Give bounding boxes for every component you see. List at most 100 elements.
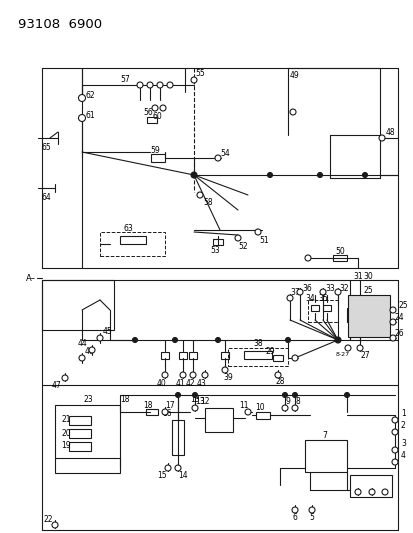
Circle shape [254, 229, 260, 235]
Circle shape [52, 522, 58, 528]
Circle shape [389, 307, 395, 313]
Text: 20: 20 [61, 429, 71, 438]
Text: 63: 63 [123, 223, 133, 232]
Circle shape [159, 105, 166, 111]
Bar [204, 408, 233, 432]
Circle shape [180, 372, 185, 378]
Bar [100, 232, 165, 256]
Circle shape [166, 82, 173, 88]
Circle shape [319, 289, 325, 295]
Text: 38: 38 [253, 340, 262, 349]
Text: 9: 9 [285, 398, 290, 407]
Text: 51: 51 [259, 236, 268, 245]
Circle shape [267, 173, 272, 177]
Text: 4: 4 [400, 451, 405, 461]
Circle shape [175, 465, 180, 471]
Bar [69, 429, 91, 438]
Text: 45: 45 [103, 327, 113, 336]
Text: 13: 13 [195, 398, 204, 407]
Circle shape [308, 507, 314, 513]
Text: 14: 14 [178, 471, 188, 480]
Text: 36: 36 [301, 284, 311, 293]
Circle shape [175, 392, 180, 398]
Bar [161, 351, 169, 359]
Circle shape [152, 105, 158, 111]
Circle shape [192, 392, 197, 398]
Bar [304, 440, 346, 472]
Text: 52: 52 [237, 241, 247, 251]
Circle shape [296, 289, 302, 295]
Text: 57: 57 [120, 75, 130, 84]
Text: 17: 17 [165, 401, 174, 410]
Text: 13: 13 [190, 395, 199, 405]
Text: 53: 53 [210, 246, 219, 254]
Bar [356, 308, 362, 322]
Circle shape [389, 319, 395, 325]
Bar [151, 154, 165, 162]
Bar [147, 117, 157, 123]
Circle shape [391, 447, 397, 453]
Text: 54: 54 [220, 149, 229, 157]
Text: 65: 65 [41, 142, 51, 151]
Text: 35: 35 [317, 294, 327, 303]
Bar [255, 411, 269, 418]
Text: 58: 58 [203, 198, 212, 206]
Text: A–: A– [26, 273, 36, 282]
Circle shape [391, 459, 397, 465]
Text: 25: 25 [362, 286, 372, 295]
Circle shape [391, 429, 397, 435]
Text: 6: 6 [292, 513, 297, 522]
Circle shape [391, 417, 397, 423]
Text: 50: 50 [334, 246, 344, 255]
Circle shape [344, 392, 349, 398]
Text: 23: 23 [83, 395, 93, 405]
Bar [272, 355, 282, 361]
Bar [310, 305, 318, 311]
Bar [42, 280, 114, 330]
Bar [120, 236, 146, 244]
Text: 25: 25 [398, 301, 408, 310]
Text: 39: 39 [223, 374, 232, 383]
Text: 40: 40 [157, 378, 166, 387]
Bar [332, 255, 346, 261]
Circle shape [282, 392, 287, 398]
Text: 10: 10 [254, 403, 264, 413]
Circle shape [78, 115, 85, 122]
Text: 46: 46 [85, 348, 95, 357]
Circle shape [192, 405, 197, 411]
Text: 37: 37 [290, 287, 299, 296]
Bar [307, 300, 337, 322]
Circle shape [381, 489, 387, 495]
Circle shape [389, 335, 395, 341]
Bar [347, 295, 389, 337]
Circle shape [317, 173, 322, 177]
Text: 44: 44 [78, 338, 88, 348]
Circle shape [235, 235, 240, 241]
Text: 56: 56 [143, 108, 152, 117]
Bar [69, 441, 91, 450]
Text: 42: 42 [185, 378, 195, 387]
Circle shape [344, 345, 350, 351]
Circle shape [78, 94, 85, 101]
Text: 18: 18 [143, 400, 152, 409]
Circle shape [172, 337, 177, 343]
Bar [146, 409, 158, 415]
Circle shape [292, 392, 297, 398]
Text: 12: 12 [200, 398, 209, 407]
Text: 11: 11 [239, 401, 248, 410]
Circle shape [157, 82, 163, 88]
Circle shape [161, 409, 168, 415]
Circle shape [190, 172, 197, 178]
Circle shape [132, 337, 137, 343]
Text: 47: 47 [52, 381, 62, 390]
Circle shape [334, 337, 340, 343]
Text: 3: 3 [400, 440, 405, 448]
Text: 8-27: 8-27 [335, 352, 349, 358]
Bar [171, 420, 183, 455]
Circle shape [79, 355, 85, 361]
Text: 32: 32 [338, 284, 348, 293]
Circle shape [161, 372, 168, 378]
Bar [349, 475, 391, 497]
Circle shape [304, 255, 310, 261]
Circle shape [215, 337, 220, 343]
